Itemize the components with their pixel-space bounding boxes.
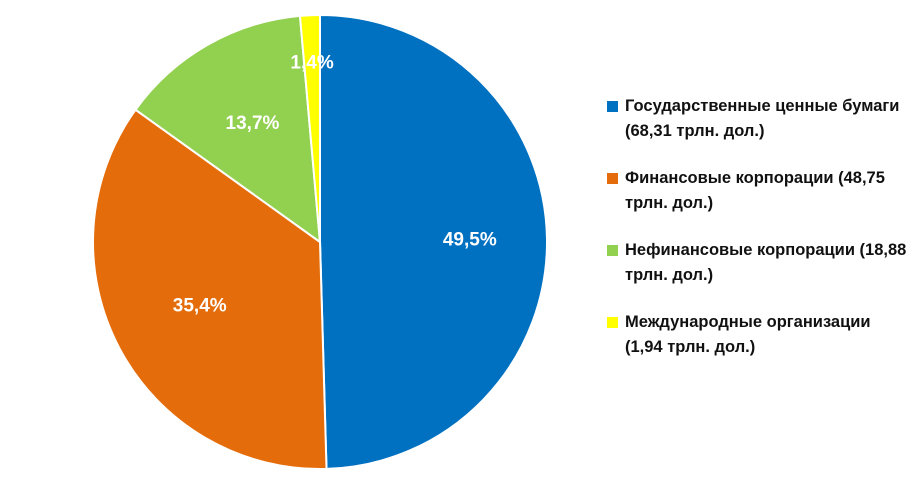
- slice-percent-label: 49,5%: [443, 229, 497, 250]
- pie-slice: [134, 14, 322, 245]
- pie-slice: [92, 108, 328, 470]
- legend-swatch: [607, 173, 618, 184]
- legend-item-nonfinancial-corporations: Нефинансовые корпорации (18,88 трлн. дол…: [607, 238, 907, 288]
- legend-label: Нефинансовые корпорации (18,88 трлн. дол…: [625, 241, 907, 284]
- pie-slice: [298, 13, 321, 243]
- slice-percent-label: 1,4%: [290, 52, 333, 73]
- legend-label: Государственные ценные бумаги (68,31 трл…: [625, 97, 900, 140]
- legend-label: Финансовые корпорации (48,75 трлн. дол.): [625, 169, 885, 212]
- slice-percent-label: 13,7%: [226, 113, 280, 134]
- legend-swatch: [607, 245, 618, 256]
- pie-slice: [319, 13, 548, 470]
- legend-item-international-organizations: Международные организации (1,94 трлн. до…: [607, 310, 907, 360]
- legend-label: Международные организации (1,94 трлн. до…: [625, 313, 871, 356]
- legend: Государственные ценные бумаги (68,31 трл…: [607, 94, 907, 382]
- legend-item-government-securities: Государственные ценные бумаги (68,31 трл…: [607, 94, 907, 144]
- legend-swatch: [607, 317, 618, 328]
- slice-percent-label: 35,4%: [173, 295, 227, 316]
- legend-item-financial-corporations: Финансовые корпорации (48,75 трлн. дол.): [607, 166, 907, 216]
- legend-swatch: [607, 101, 618, 112]
